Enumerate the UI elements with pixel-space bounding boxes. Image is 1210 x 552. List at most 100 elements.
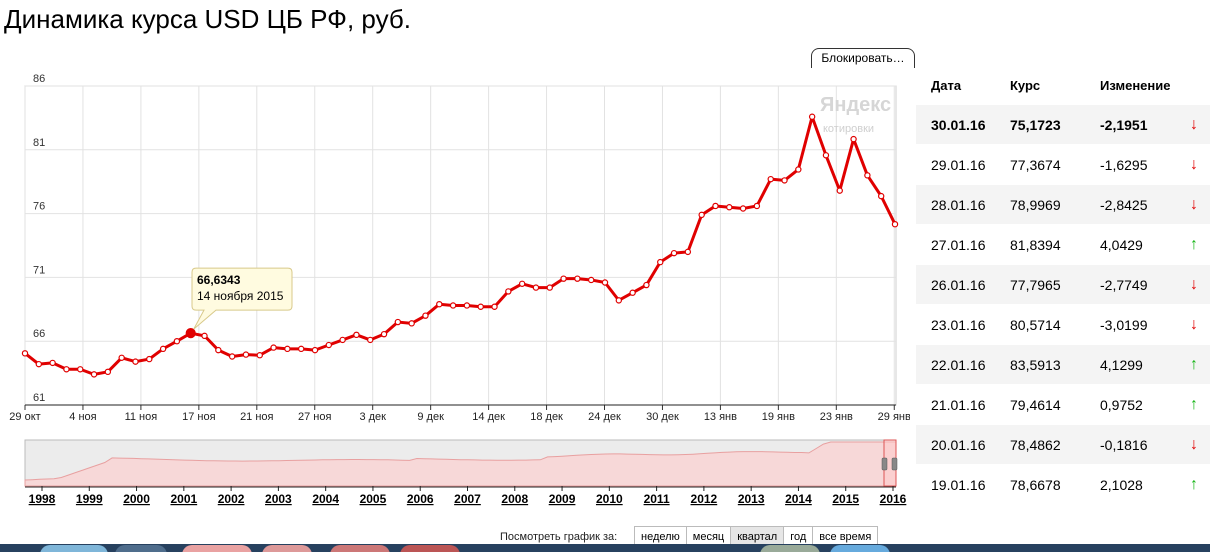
data-point[interactable] xyxy=(353,331,360,339)
table-row[interactable]: 29.01.16 77,3674 -1,6295 ↓ xyxy=(916,144,1210,184)
data-point[interactable] xyxy=(21,350,29,357)
range-button[interactable]: год xyxy=(783,526,813,548)
data-point[interactable] xyxy=(505,288,512,295)
navigator-year-link[interactable]: 1999 xyxy=(76,492,103,506)
navigator-year-link[interactable]: 2002 xyxy=(218,492,245,506)
data-point[interactable] xyxy=(726,204,733,211)
data-point[interactable] xyxy=(256,352,263,359)
table-row[interactable]: 23.01.16 80,5714 -3,0199 ↓ xyxy=(916,304,1210,344)
data-point[interactable] xyxy=(850,135,857,143)
taskbar-item[interactable] xyxy=(760,545,820,552)
data-point[interactable] xyxy=(185,328,196,339)
data-point[interactable] xyxy=(118,354,125,361)
navigator-year-link[interactable]: 2013 xyxy=(738,492,765,506)
data-point[interactable] xyxy=(670,249,678,257)
data-point[interactable] xyxy=(657,258,664,266)
block-button[interactable]: Блокировать… xyxy=(811,48,915,68)
data-point[interactable] xyxy=(560,275,567,282)
data-point[interactable] xyxy=(491,303,498,310)
navigator-year-link[interactable]: 2007 xyxy=(454,492,481,506)
data-point[interactable] xyxy=(90,371,98,378)
data-point[interactable] xyxy=(242,351,250,358)
navigator-year-link[interactable]: 2015 xyxy=(832,492,859,506)
data-point[interactable] xyxy=(643,281,650,289)
data-point[interactable] xyxy=(367,336,374,344)
data-point[interactable] xyxy=(104,368,112,376)
data-point[interactable] xyxy=(753,202,761,210)
data-point[interactable] xyxy=(781,177,788,184)
data-point[interactable] xyxy=(215,346,222,354)
data-point[interactable] xyxy=(532,284,540,291)
data-point[interactable] xyxy=(822,152,830,159)
data-point[interactable] xyxy=(518,280,526,287)
data-point[interactable] xyxy=(546,284,553,291)
data-point[interactable] xyxy=(132,358,139,365)
data-point[interactable] xyxy=(574,275,581,282)
table-row[interactable]: 20.01.16 78,4862 -0,1816 ↓ xyxy=(916,424,1210,464)
navigator-year-link[interactable]: 2004 xyxy=(312,492,339,506)
navigator-year-link[interactable]: 2005 xyxy=(360,492,387,506)
data-point[interactable] xyxy=(311,346,319,354)
data-point[interactable] xyxy=(380,330,388,338)
data-point[interactable] xyxy=(394,318,402,326)
table-row[interactable]: 22.01.16 83,5913 4,1299 ↑ xyxy=(916,344,1210,384)
range-button[interactable]: квартал xyxy=(730,526,784,548)
taskbar-item[interactable] xyxy=(115,545,167,552)
navigator-year-link[interactable]: 2009 xyxy=(549,492,576,506)
navigator-year-link[interactable]: 2001 xyxy=(170,492,197,506)
data-point[interactable] xyxy=(684,248,692,256)
data-point[interactable] xyxy=(808,113,816,120)
data-point[interactable] xyxy=(712,202,719,210)
taskbar-item[interactable] xyxy=(182,545,252,552)
data-point[interactable] xyxy=(325,341,333,349)
table-row[interactable]: 21.01.16 79,4614 0,9752 ↑ xyxy=(916,384,1210,424)
data-point[interactable] xyxy=(463,302,471,309)
navigator-year-link[interactable]: 2016 xyxy=(880,492,907,506)
range-button[interactable]: все время xyxy=(812,526,879,548)
navigator-handle[interactable] xyxy=(881,457,888,471)
data-point[interactable] xyxy=(615,297,623,304)
taskbar-item[interactable] xyxy=(262,545,312,552)
data-point[interactable] xyxy=(477,303,484,310)
navigator-year-link[interactable]: 2012 xyxy=(691,492,718,506)
data-point[interactable] xyxy=(767,175,774,183)
table-row[interactable]: 27.01.16 81,8394 4,0429 ↑ xyxy=(916,224,1210,264)
data-point[interactable] xyxy=(601,279,609,286)
data-point[interactable] xyxy=(836,187,843,194)
taskbar-item[interactable] xyxy=(40,545,108,552)
table-row[interactable]: 28.01.16 78,9969 -2,8425 ↓ xyxy=(916,184,1210,224)
navigator-year-link[interactable]: 2006 xyxy=(407,492,434,506)
data-point[interactable] xyxy=(698,211,705,219)
data-point[interactable] xyxy=(436,300,443,308)
data-point[interactable] xyxy=(422,312,429,319)
data-point[interactable] xyxy=(146,355,153,363)
data-point[interactable] xyxy=(795,166,802,173)
navigator-year-link[interactable]: 2014 xyxy=(785,492,812,506)
data-point[interactable] xyxy=(159,345,167,353)
data-point[interactable] xyxy=(173,338,181,345)
taskbar-item[interactable] xyxy=(330,545,390,552)
data-point[interactable] xyxy=(587,276,595,284)
table-row[interactable]: 30.01.16 75,1723 -2,1951 ↓ xyxy=(916,104,1210,144)
data-point[interactable] xyxy=(270,344,277,351)
data-point[interactable] xyxy=(449,302,457,309)
data-point[interactable] xyxy=(891,220,899,228)
table-row[interactable]: 26.01.16 77,7965 -2,7749 ↓ xyxy=(916,264,1210,304)
navigator-year-link[interactable]: 2010 xyxy=(596,492,623,506)
navigator-year-link[interactable]: 2008 xyxy=(501,492,528,506)
range-button[interactable]: неделю xyxy=(634,526,686,548)
navigator-year-link[interactable]: 1998 xyxy=(29,492,56,506)
table-row[interactable]: 19.01.16 78,6678 2,1028 ↑ xyxy=(916,464,1210,504)
data-point[interactable] xyxy=(284,345,291,353)
data-point[interactable] xyxy=(408,320,415,327)
data-point[interactable] xyxy=(35,360,43,368)
taskbar-item[interactable] xyxy=(830,545,890,552)
data-point[interactable] xyxy=(77,366,84,373)
data-point[interactable] xyxy=(864,172,871,179)
data-point[interactable] xyxy=(63,366,70,373)
navigator-handle[interactable] xyxy=(891,457,898,471)
taskbar-item[interactable] xyxy=(400,545,460,552)
data-point[interactable] xyxy=(739,205,747,212)
navigator-year-link[interactable]: 2003 xyxy=(265,492,292,506)
data-point[interactable] xyxy=(297,345,305,353)
